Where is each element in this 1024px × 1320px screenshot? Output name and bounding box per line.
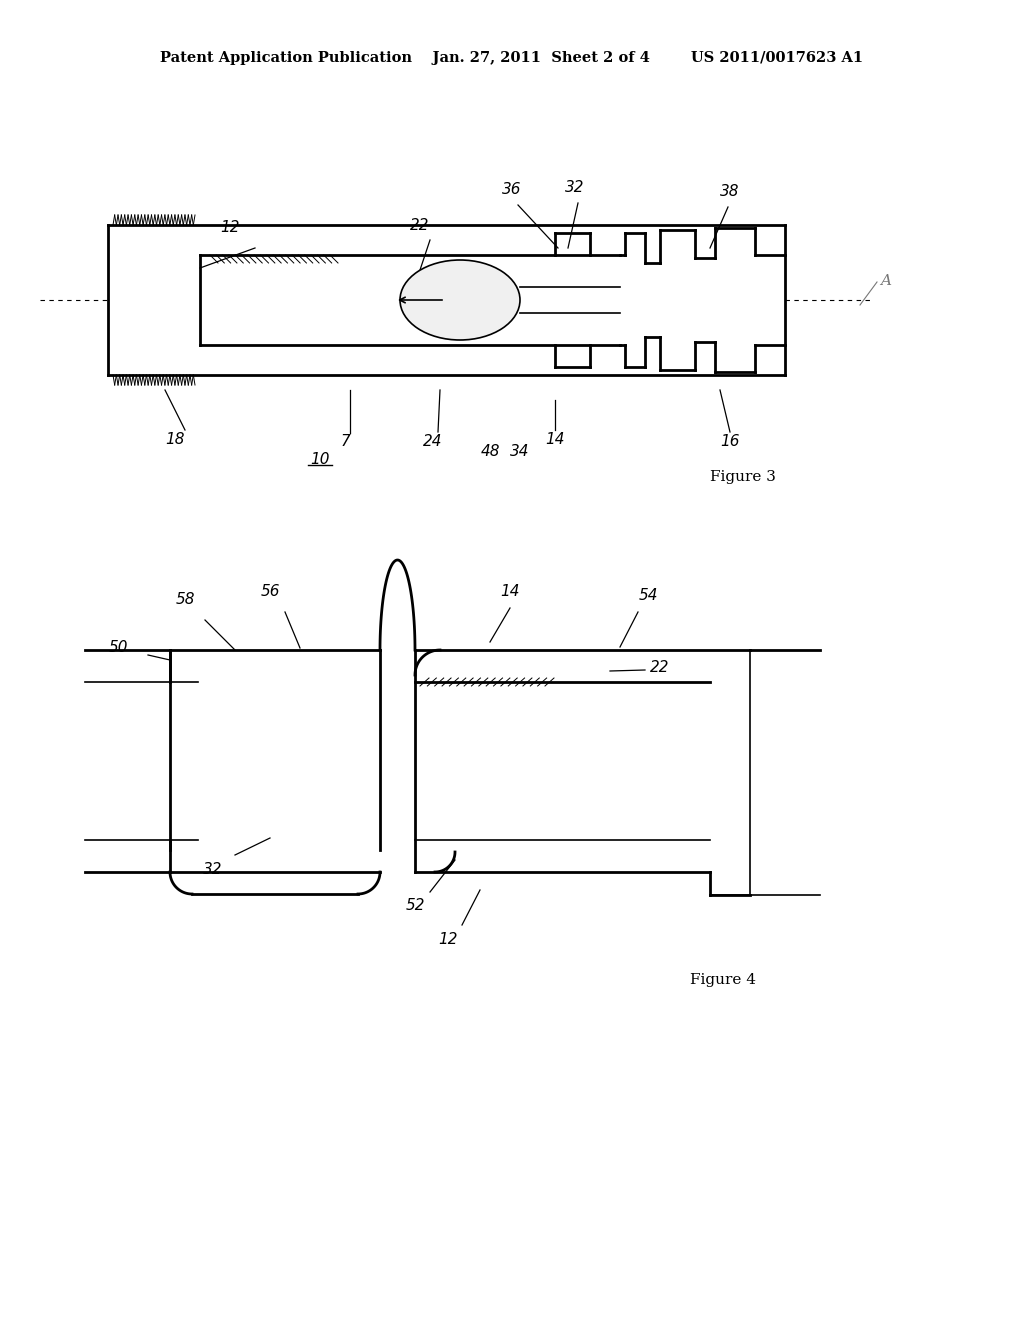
Text: 36: 36	[502, 182, 522, 198]
Text: Patent Application Publication    Jan. 27, 2011  Sheet 2 of 4        US 2011/001: Patent Application Publication Jan. 27, …	[161, 51, 863, 65]
Text: 12: 12	[220, 220, 240, 235]
Text: Figure 3: Figure 3	[710, 470, 776, 484]
Text: 32: 32	[203, 862, 223, 878]
Text: 48: 48	[480, 445, 500, 459]
Text: Figure 4: Figure 4	[690, 973, 756, 987]
Text: 50: 50	[109, 640, 128, 656]
Text: 52: 52	[406, 898, 425, 912]
Text: A: A	[880, 275, 891, 288]
Text: 58: 58	[175, 593, 195, 607]
Text: 54: 54	[638, 589, 657, 603]
Text: 22: 22	[650, 660, 670, 676]
Text: 14: 14	[545, 433, 565, 447]
Text: 10: 10	[310, 453, 330, 467]
Text: 56: 56	[260, 585, 280, 599]
Ellipse shape	[400, 260, 520, 341]
Text: 32: 32	[565, 181, 585, 195]
Text: 38: 38	[720, 185, 739, 199]
Text: 16: 16	[720, 434, 739, 450]
Text: 7: 7	[340, 434, 350, 450]
Text: 18: 18	[165, 433, 184, 447]
Text: 34: 34	[510, 445, 529, 459]
Text: 12: 12	[438, 932, 458, 948]
Text: 14: 14	[501, 585, 520, 599]
Text: 22: 22	[411, 218, 430, 232]
Text: 24: 24	[423, 434, 442, 450]
